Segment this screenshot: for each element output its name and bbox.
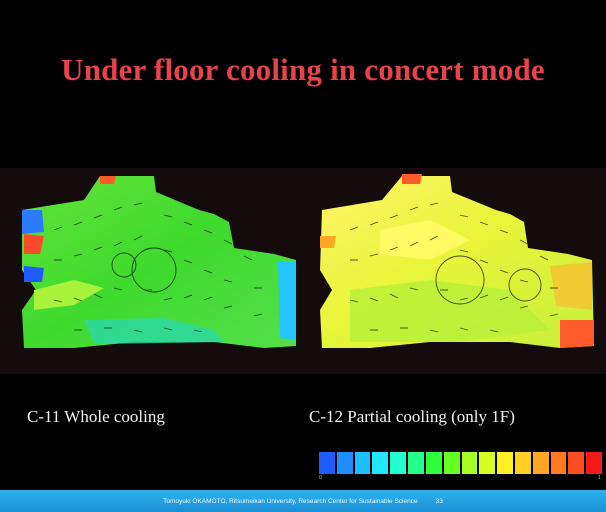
scale-cell-10 — [497, 452, 513, 474]
scale-cell-8 — [461, 452, 478, 474]
warm-region-left — [320, 236, 336, 248]
cold-region-left-2 — [24, 266, 44, 282]
scale-cell-15 — [586, 452, 602, 474]
caption-whole-cooling: C-11 Whole cooling — [27, 407, 165, 426]
scale-max-label: 1 — [598, 475, 601, 481]
highlight-region — [380, 220, 470, 260]
scale-cell-6 — [425, 452, 442, 474]
scale-min-label: 0 — [319, 475, 322, 481]
warm-region-top — [402, 174, 422, 184]
velocity-vectors — [349, 202, 559, 333]
scale-cell-12 — [532, 452, 549, 474]
scale-cell-3 — [372, 452, 389, 474]
scale-cell-14 — [568, 452, 585, 474]
scale-cell-13 — [550, 452, 567, 474]
cold-region-right — [278, 262, 296, 340]
caption-partial-cooling: C-12 Partial cooling (only 1F) — [309, 407, 515, 426]
slide-title: Under floor cooling in concert mode — [61, 52, 545, 87]
footer-credit: Tomoyuki OKAMOTO, Ritsumeikan University… — [163, 497, 418, 505]
cfd-panel-whole-cooling — [22, 176, 296, 348]
scale-cell-7 — [443, 452, 460, 474]
color-scale-bar — [319, 452, 602, 474]
scale-cell-1 — [336, 452, 353, 474]
scale-cell-9 — [479, 452, 496, 474]
highlight-band — [34, 280, 104, 310]
secondary-region-lower — [350, 280, 550, 342]
scale-cell-0 — [319, 452, 335, 474]
teal-region-bottom — [84, 318, 224, 344]
hall-section-shape — [22, 176, 296, 348]
warm-region-left — [24, 234, 44, 254]
orange-region-right — [550, 262, 592, 310]
page-number: 33 — [435, 497, 443, 505]
scale-cell-4 — [390, 452, 407, 474]
warm-region-bottom-right — [560, 320, 594, 348]
scale-cell-2 — [354, 452, 371, 474]
footer-bar: Tomoyuki OKAMOTO, Ritsumeikan University… — [0, 490, 606, 512]
velocity-vectors — [53, 202, 263, 333]
warm-region-top — [100, 176, 116, 184]
scale-cell-11 — [514, 452, 531, 474]
cold-region-left — [22, 210, 44, 234]
scale-cell-5 — [408, 452, 424, 474]
cfd-panel-partial-cooling — [320, 174, 594, 348]
